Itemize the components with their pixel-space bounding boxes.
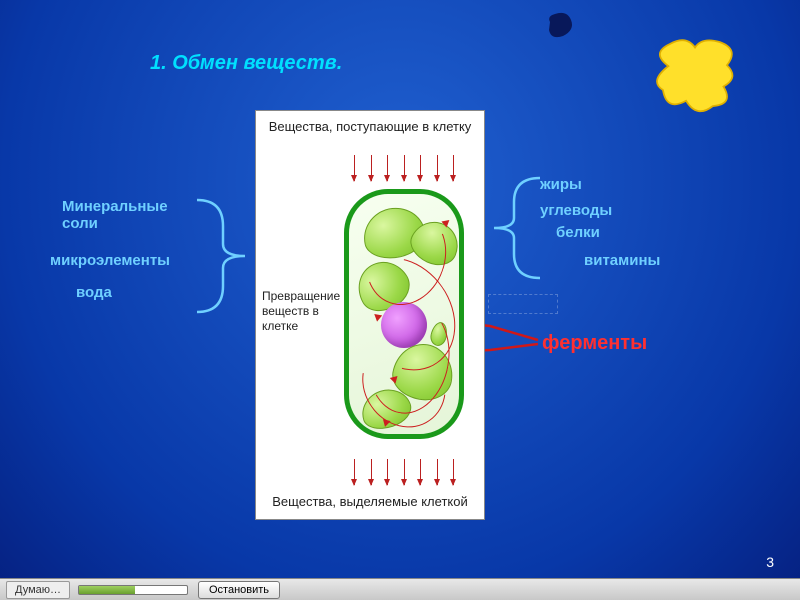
diagram-panel: Вещества, поступающие в клетку Превращен… bbox=[255, 110, 485, 520]
label-proteins: белки bbox=[556, 224, 600, 241]
label-enzymes: ферменты bbox=[542, 332, 647, 355]
status-thinking: Думаю… bbox=[6, 581, 70, 599]
panel-text-outgoing: Вещества, выделяемые клеткой bbox=[256, 494, 484, 509]
label-carbs: углеводы bbox=[540, 202, 612, 219]
label-vitamins: витамины bbox=[584, 252, 660, 269]
decor-star-blob bbox=[650, 35, 740, 115]
panel-text-transform: Превращение веществ в клетке bbox=[262, 289, 340, 334]
arrows-outgoing bbox=[354, 459, 454, 485]
arrows-incoming bbox=[354, 155, 454, 181]
left-bracket bbox=[195, 196, 255, 321]
page-number: 3 bbox=[766, 554, 774, 570]
label-mineral-salts: Минеральные соли bbox=[62, 198, 187, 232]
label-microelements: микроэлементы bbox=[50, 252, 170, 269]
empty-slot bbox=[488, 294, 558, 314]
plant-cell bbox=[344, 189, 464, 439]
slide-title: 1. Обмен веществ. bbox=[150, 52, 342, 75]
stop-button[interactable]: Остановить bbox=[198, 581, 280, 599]
label-water: вода bbox=[76, 284, 112, 301]
progress-bar bbox=[78, 585, 188, 595]
taskbar: Думаю… Остановить bbox=[0, 578, 800, 600]
label-fats: жиры bbox=[540, 176, 582, 193]
decor-dot bbox=[545, 10, 575, 40]
panel-text-incoming: Вещества, поступающие в клетку bbox=[256, 119, 484, 134]
right-bracket bbox=[490, 174, 546, 287]
